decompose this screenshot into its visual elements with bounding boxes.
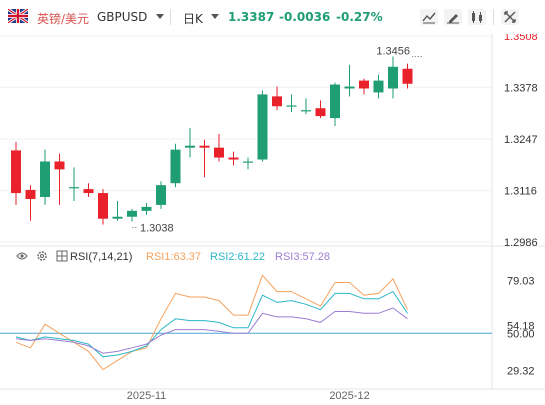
candle-body xyxy=(54,161,65,170)
candle-body xyxy=(185,145,195,148)
divider xyxy=(493,9,494,25)
candle xyxy=(83,183,94,198)
last-price: 1.3387 xyxy=(228,10,275,24)
rsi-axis-label: 50.00 xyxy=(507,328,535,340)
fullscreen-icon[interactable] xyxy=(501,9,519,25)
candle-body xyxy=(272,96,282,107)
candle xyxy=(301,98,311,115)
rsi-series-line xyxy=(15,290,408,358)
low-annotation: 1.3038 xyxy=(140,222,174,234)
line-icon[interactable] xyxy=(420,9,438,25)
candle xyxy=(54,153,65,205)
candle-body xyxy=(40,161,50,198)
candle-body xyxy=(127,210,137,217)
price-change: -0.0036 xyxy=(279,10,331,24)
divider xyxy=(170,9,171,25)
gear-icon[interactable] xyxy=(36,250,48,262)
candle-body xyxy=(156,185,166,205)
timeframe-selector[interactable]: 日K xyxy=(183,12,203,26)
rsi-series-line xyxy=(15,274,408,371)
candle xyxy=(156,181,166,209)
price-change-percent: -0.27% xyxy=(336,10,383,24)
candle xyxy=(373,74,384,99)
candle xyxy=(69,167,79,201)
candle xyxy=(344,64,355,97)
eye-icon[interactable] xyxy=(16,250,28,262)
candle xyxy=(388,56,398,99)
candle-body xyxy=(228,157,239,160)
rsi1-value: RSI1:63.37 xyxy=(146,251,202,263)
rsi-axis-label: 54.18 xyxy=(507,321,535,333)
indicator-icon[interactable] xyxy=(468,9,486,25)
rsi-axis-label: 79.03 xyxy=(507,276,535,288)
pair-name[interactable]: 英镑/美元 xyxy=(37,12,90,26)
candle-body xyxy=(388,66,398,89)
candle xyxy=(25,185,36,221)
candle xyxy=(272,86,282,111)
price-chart[interactable]: 1.3508 1.3378 1.3247 1.3116 1.2986 1.3456 1.30… xyxy=(0,34,545,405)
candle xyxy=(214,133,224,162)
candle xyxy=(315,100,326,119)
candle xyxy=(170,143,181,188)
candle xyxy=(257,90,268,162)
candle xyxy=(359,78,369,95)
candle-body xyxy=(11,150,21,194)
candle-body xyxy=(330,84,340,119)
candle-body xyxy=(243,161,253,163)
candle-body xyxy=(344,86,355,89)
rsi-axis-label: 29.32 xyxy=(507,366,535,378)
candle-body xyxy=(315,108,326,117)
rsi3-value: RSI3:57.28 xyxy=(275,251,331,263)
candle-body xyxy=(214,147,224,158)
candle xyxy=(402,63,413,89)
candle-body xyxy=(359,80,369,89)
rsi-indicator-name[interactable]: RSI(7,14,21) xyxy=(70,251,133,263)
price-axis-label: 1.3508 xyxy=(504,34,538,43)
candle-body xyxy=(199,145,210,148)
chevron-down-icon[interactable] xyxy=(211,14,219,19)
pair-code[interactable]: GBPUSD xyxy=(97,10,148,24)
rsi-legend: RSI(7,14,21) RSI1:63.37 RSI2:61.22 RSI3:… xyxy=(0,248,400,266)
rsi-series-line xyxy=(15,307,408,354)
price-axis-label: 1.3378 xyxy=(504,82,538,94)
candle-body xyxy=(402,68,413,84)
candle xyxy=(141,202,152,215)
candle-body xyxy=(170,149,181,184)
candle xyxy=(112,200,123,221)
price-axis-label: 1.3116 xyxy=(504,186,537,198)
candle-body xyxy=(286,105,297,107)
candle-body xyxy=(301,110,311,112)
candle xyxy=(199,139,210,178)
candle-body xyxy=(98,193,108,219)
chevron-down-icon[interactable] xyxy=(156,14,164,19)
chart-header: 英镑/美元 GBPUSD 日K 1.3387 -0.0036 -0.27% xyxy=(0,0,545,34)
candle xyxy=(98,189,108,225)
price-axis-label: 1.2986 xyxy=(504,237,538,249)
candle-body xyxy=(112,216,123,219)
candle xyxy=(243,157,253,170)
candle-body xyxy=(83,189,94,194)
time-axis-label: 2025-11 xyxy=(127,390,167,402)
candle xyxy=(40,149,50,205)
candle-body xyxy=(257,94,268,160)
draw-icon[interactable] xyxy=(444,9,462,25)
candle xyxy=(286,94,297,113)
chart-background xyxy=(0,34,545,405)
grid-icon[interactable] xyxy=(56,250,68,262)
candle xyxy=(228,151,239,166)
candle xyxy=(127,208,137,222)
candle-body xyxy=(373,80,384,93)
candle-body xyxy=(69,187,79,189)
candle-body xyxy=(25,189,36,199)
candle xyxy=(330,82,340,126)
uk-flag-icon xyxy=(8,9,28,23)
candle xyxy=(185,127,195,158)
high-annotation: 1.3456 xyxy=(376,46,410,58)
time-axis-label: 2025-12 xyxy=(329,390,369,402)
price-axis-label: 1.3247 xyxy=(504,134,538,146)
candle xyxy=(11,141,21,205)
candle-body xyxy=(141,206,152,211)
rsi2-value: RSI2:61.22 xyxy=(210,251,266,263)
